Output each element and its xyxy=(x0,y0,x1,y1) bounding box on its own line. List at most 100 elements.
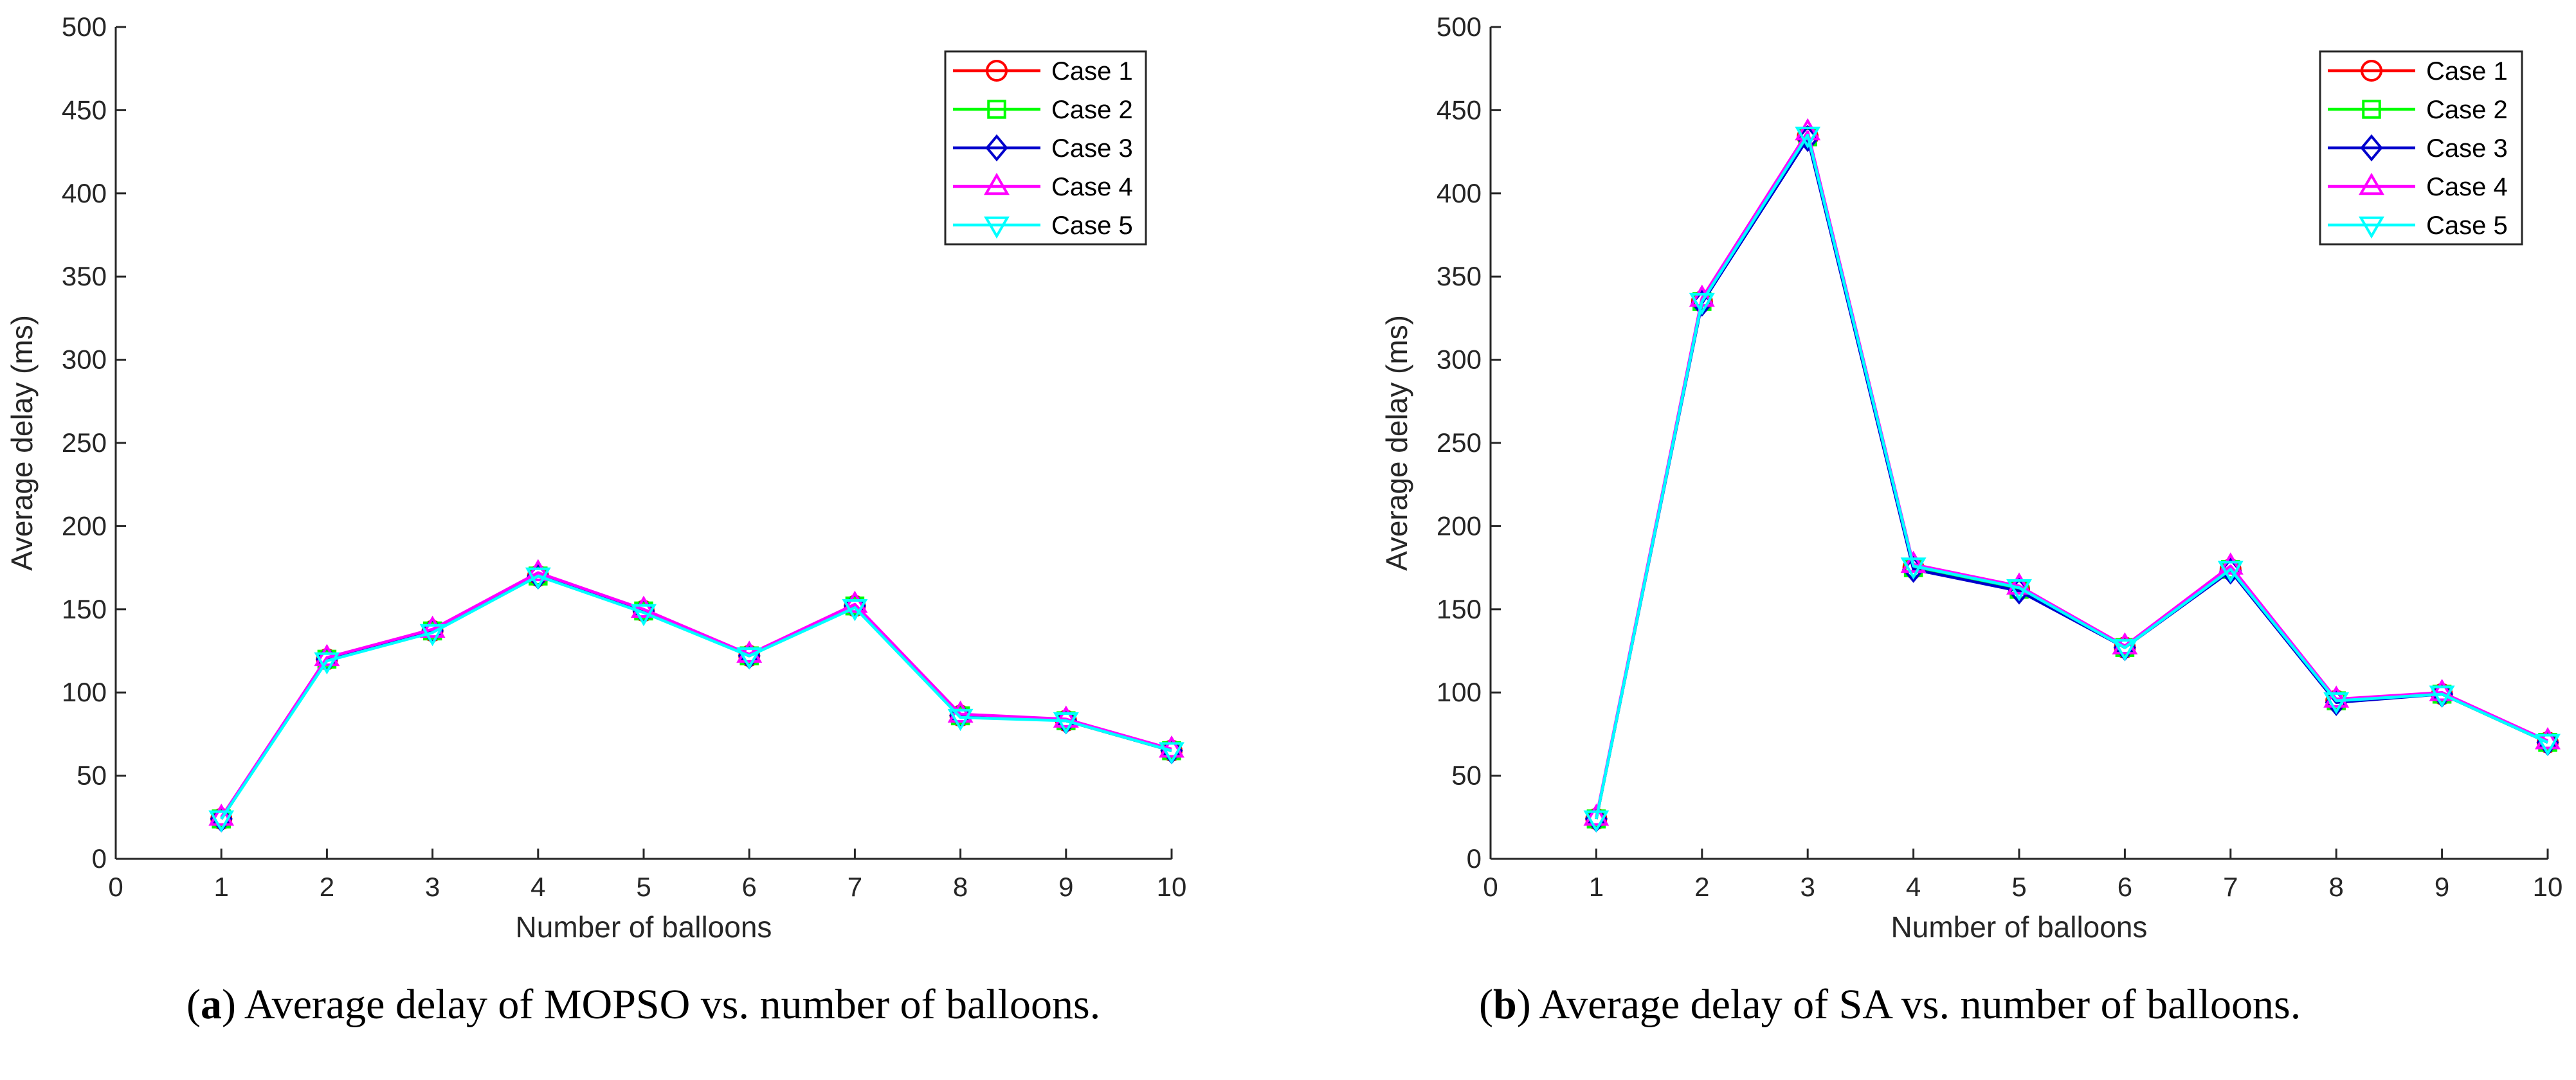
data-point-case-5 xyxy=(1689,292,1715,316)
data-point-case-4 xyxy=(2323,685,2350,708)
series-line-case-5 xyxy=(1595,133,2548,820)
series-line-case-2 xyxy=(220,574,1172,820)
legend-marker-case-5 xyxy=(2359,216,2384,239)
data-point-case-4 xyxy=(208,804,235,826)
x-tick-label: 6 xyxy=(2118,872,2132,902)
y-tick-label: 150 xyxy=(62,594,107,624)
x-tick-label: 5 xyxy=(2011,872,2026,902)
y-tick-label: 300 xyxy=(62,345,107,375)
x-axis-label: Number of balloons xyxy=(516,910,772,944)
legend-marker-case-1 xyxy=(986,60,1008,82)
y-tick-label: 450 xyxy=(1437,94,1482,125)
y-axis-label: Average delay (ms) xyxy=(1380,315,1413,571)
x-tick-label: 1 xyxy=(214,872,229,902)
data-point-case-5 xyxy=(631,604,657,627)
data-point-case-4 xyxy=(419,615,446,638)
data-point-case-5 xyxy=(2429,685,2455,708)
data-point-case-5 xyxy=(2535,734,2561,757)
x-axis-label: Number of balloons xyxy=(1891,910,2148,944)
y-tick-label: 500 xyxy=(62,12,107,42)
data-point-case-5 xyxy=(208,810,235,833)
data-point-case-4 xyxy=(314,644,340,667)
data-point-case-4 xyxy=(525,559,551,582)
x-tick-label: 0 xyxy=(1483,872,1498,902)
y-tick-label: 250 xyxy=(62,428,107,458)
data-point-case-4 xyxy=(1900,550,1927,573)
legend-label-case-4: Case 4 xyxy=(2426,173,2508,201)
chart-mopso: 0 50 100 150 200 250 300 350 400 450 500 0 1 2 3 4 5 6 7 8 9… xyxy=(5,12,1186,944)
x-tick-label: 0 xyxy=(108,872,123,902)
caption-a-text: Average delay of MOPSO vs. number of bal… xyxy=(244,981,1101,1028)
y-tick-label: 200 xyxy=(1437,510,1482,541)
legend-marker-case-4 xyxy=(2359,172,2384,195)
data-point-case-4 xyxy=(1053,705,1079,728)
legend-label-case-5: Case 5 xyxy=(1051,212,1133,240)
chart-sa: 0 50 100 150 200 250 300 350 400 450 500 0 1 2 3 4 5 6 7 8 9… xyxy=(1380,12,2562,944)
x-tick-label: 3 xyxy=(1800,872,1815,902)
legend-marker-case-2 xyxy=(2362,100,2381,119)
data-point-case-5 xyxy=(1053,712,1079,735)
caption-a: (a) Average delay of MOPSO vs. number of… xyxy=(186,981,1101,1028)
y-axis-label: Average delay (ms) xyxy=(5,315,39,571)
data-point-case-4 xyxy=(2217,552,2244,575)
y-tick-label: 350 xyxy=(1437,261,1482,291)
legend-label-case-3: Case 3 xyxy=(1051,134,1133,163)
y-tick-label: 350 xyxy=(62,261,107,291)
y-tick-label: 500 xyxy=(1437,12,1482,42)
data-point-case-4 xyxy=(1159,735,1184,758)
data-point-case-5 xyxy=(736,647,763,670)
y-tick-label: 0 xyxy=(1467,843,1482,874)
data-point-case-5 xyxy=(947,708,974,732)
data-point-case-5 xyxy=(1159,742,1184,765)
y-tick-label: 250 xyxy=(1437,428,1482,458)
x-tick-label: 7 xyxy=(848,872,862,902)
y-tick-label: 50 xyxy=(1451,760,1482,791)
data-point-case-5 xyxy=(314,652,340,675)
x-tick-label: 9 xyxy=(2435,872,2449,902)
x-tick-label: 6 xyxy=(742,872,757,902)
series-line-case-1 xyxy=(220,574,1172,820)
x-tick-label: 4 xyxy=(531,872,545,902)
series-line-case-4 xyxy=(220,571,1172,818)
legend-label-case-2: Case 2 xyxy=(1051,96,1133,124)
legend-marker-case-3 xyxy=(2360,134,2383,162)
x-tick-label: 5 xyxy=(636,872,651,902)
y-tick-label: 200 xyxy=(62,510,107,541)
legend-marker-case-5 xyxy=(984,216,1010,239)
x-tick-label: 4 xyxy=(1906,872,1921,902)
x-tick-label: 1 xyxy=(1589,872,1604,902)
x-tick-label: 9 xyxy=(1058,872,1073,902)
data-point-case-4 xyxy=(2429,678,2455,701)
data-point-case-4 xyxy=(631,595,657,618)
y-tick-label: 400 xyxy=(1437,178,1482,208)
caption-b-label: b xyxy=(1492,981,1517,1028)
data-point-case-5 xyxy=(419,624,446,647)
series-line-case-4 xyxy=(1595,130,2548,818)
x-tick-label: 10 xyxy=(1157,872,1187,902)
legend-label-case-4: Case 4 xyxy=(1051,173,1133,201)
y-tick-label: 400 xyxy=(62,178,107,208)
x-tick-label: 10 xyxy=(2533,872,2563,902)
x-tick-label: 2 xyxy=(320,872,334,902)
caption-b-text: Average delay of SA vs. number of balloo… xyxy=(1539,981,2301,1028)
legend-label-case-1: Case 1 xyxy=(1051,57,1133,86)
legend-label-case-5: Case 5 xyxy=(2426,212,2508,240)
data-point-case-4 xyxy=(842,590,868,613)
data-point-case-5 xyxy=(842,598,868,622)
x-tick-label: 7 xyxy=(2223,872,2238,902)
legend-label-case-1: Case 1 xyxy=(2426,57,2508,86)
series-line-case-3 xyxy=(220,574,1172,820)
data-point-case-5 xyxy=(1583,810,1610,833)
data-point-case-5 xyxy=(1900,557,1927,580)
legend-marker-case-4 xyxy=(984,172,1010,195)
y-tick-label: 300 xyxy=(1437,345,1482,375)
x-tick-label: 8 xyxy=(953,872,968,902)
data-point-case-5 xyxy=(2217,561,2244,583)
data-point-case-5 xyxy=(2323,692,2350,715)
data-point-case-5 xyxy=(1795,126,1821,149)
legend-label-case-2: Case 2 xyxy=(2426,96,2508,124)
series-line-case-5 xyxy=(220,574,1172,820)
y-tick-label: 0 xyxy=(92,843,107,874)
legend-marker-case-3 xyxy=(985,134,1008,162)
